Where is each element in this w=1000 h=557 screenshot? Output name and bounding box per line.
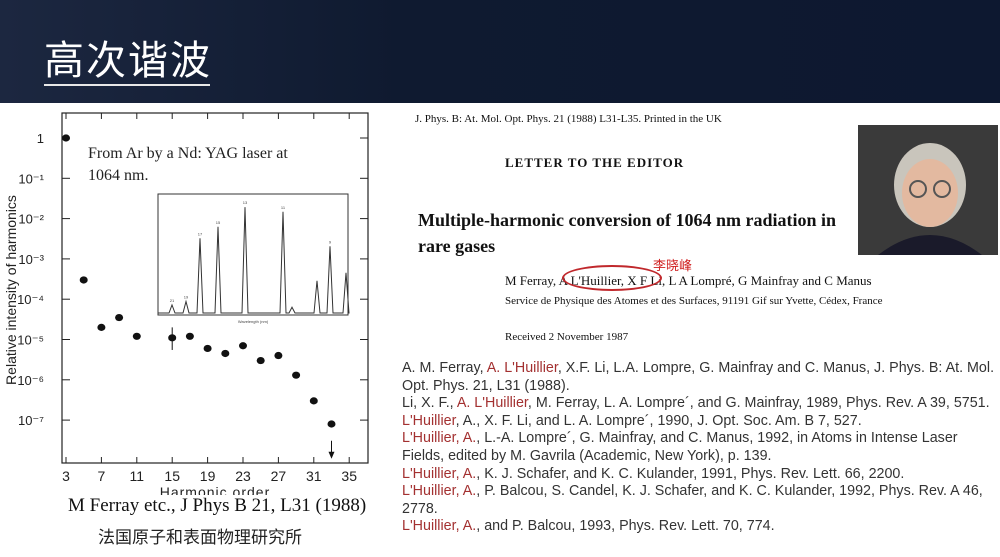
inset-peak-label: 21 <box>170 298 175 303</box>
reference-list: A. M. Ferray, A. L'Huillier, X.F. Li, L.… <box>402 360 1000 536</box>
x-tick-label: 31 <box>306 468 322 484</box>
y-axis-label: Relative intensity of harmonics <box>3 195 19 385</box>
inset-peak-label: 11 <box>281 205 286 210</box>
data-point <box>274 351 283 360</box>
highlighted-author: A. L'Huillier <box>486 360 558 376</box>
inset-frame <box>157 193 349 316</box>
reference-item: L'Huillier, A., P. Balcou, S. Candel, K.… <box>402 483 1000 518</box>
x-tick-label: 35 <box>341 468 357 484</box>
reference-text: , P. Balcou, S. Candel, K. J. Schafer, a… <box>402 483 983 517</box>
data-point <box>203 344 212 353</box>
reference-item: Li, X. F., A. L'Huillier, M. Ferray, L. … <box>402 395 1000 413</box>
data-point <box>79 276 88 284</box>
plot-frame <box>61 112 369 464</box>
inset-peak-label: 15 <box>216 220 221 225</box>
reference-item: L'Huillier, A., K. J. Schafer, and K. C.… <box>402 466 1000 484</box>
y-tick-label: 10⁻⁴ <box>17 292 44 307</box>
upper-limit-arrow <box>328 451 335 459</box>
y-tick-label: 10⁻² <box>18 212 44 227</box>
highlighted-author: L'Huillier, A. <box>402 430 477 447</box>
reference-text: , L.-A. Lompre´, G. Mainfray, and C. Man… <box>402 430 958 464</box>
title-underline <box>44 84 210 86</box>
paper-header: J. Phys. B: At. Mol. Opt. Phys. 21 (1988… <box>395 105 1000 355</box>
data-point <box>239 342 247 350</box>
reference-item: L'Huillier, A., L.-A. Lompre´, G. Mainfr… <box>402 430 1000 465</box>
harmonic-intensity-chart: 3 7 11 15 19 23 27 31 35 1 10⁻¹ 10⁻² 10⁻³ 10⁻⁴ 10⁻⁵ 10⁻… <box>3 112 369 495</box>
data-point <box>132 332 141 340</box>
author-portrait <box>858 125 998 255</box>
x-tick-label: 23 <box>235 468 251 484</box>
reference-text: , K. J. Schafer, and K. C. Kulander, 199… <box>476 465 905 482</box>
reference-text: Li, X. F., <box>402 395 457 412</box>
received-date: Received 2 November 1987 <box>505 331 629 343</box>
section-label: LETTER TO THE EDITOR <box>505 155 685 170</box>
paper-title: Multiple-harmonic conversion of 1064 nm … <box>418 210 836 256</box>
data-point <box>62 134 70 142</box>
institute-name: 法国原子和表面物理研究所 <box>98 528 302 548</box>
highlighted-author: L'Huillier, A. <box>402 483 477 500</box>
highlighted-author: A. L'Huillier <box>456 395 528 412</box>
annotation-name: 李晓峰 <box>653 259 693 274</box>
reference-item: L'Huillier, A., and P. Balcou, 1993, Phy… <box>402 518 1000 536</box>
reference-text: , A., X. F. Li, and L. A. Lompre´, 1990,… <box>455 412 862 429</box>
inset-peak-label: 17 <box>198 231 203 236</box>
slide-title: 高次谐波 <box>44 38 212 84</box>
y-tick-label: 10⁻⁶ <box>17 373 44 388</box>
author-highlight-circle <box>562 265 662 291</box>
y-tick-label: 10⁻¹ <box>18 171 44 186</box>
highlighted-author: L'Huillier, A. <box>402 518 477 535</box>
x-tick-label: 27 <box>271 468 287 484</box>
data-point <box>97 323 106 331</box>
journal-line: J. Phys. B: At. Mol. Opt. Phys. 21 (1988… <box>415 113 722 125</box>
reference-item: L'Huillier, A., X. F. Li, and L. A. Lomp… <box>402 413 1000 431</box>
data-point <box>185 332 194 340</box>
x-tick-label: 3 <box>62 468 70 484</box>
y-tick-label: 1 <box>37 131 44 146</box>
reference-text: A. M. Ferray, <box>402 360 487 376</box>
x-axis-label: Harmonic order <box>160 484 270 495</box>
inset-peak-label: 9 <box>329 239 332 244</box>
chart-annotation: 1064 nm. <box>88 167 148 184</box>
data-point <box>309 397 318 405</box>
reference-text: , M. Ferray, L. A. Lompre´, and G. Mainf… <box>527 395 990 412</box>
chart-caption: M Ferray etc., J Phys B 21, L31 (1988) <box>68 495 367 516</box>
data-point <box>327 420 336 428</box>
highlighted-author: L'Huillier <box>402 412 456 429</box>
inset-peak-label: 19 <box>184 295 189 300</box>
reference-item: A. M. Ferray, A. L'Huillier, X.F. Li, L.… <box>402 360 1000 395</box>
x-tick-label: 15 <box>164 468 180 484</box>
data-point <box>115 313 124 322</box>
inset-x-label: Wavelength (nm) <box>238 319 269 324</box>
data-point <box>256 356 265 365</box>
y-tick-label: 10⁻⁵ <box>17 333 44 348</box>
reference-text: , and P. Balcou, 1993, Phys. Rev. Lett. … <box>476 518 775 535</box>
x-tick-label: 19 <box>200 468 216 484</box>
data-point <box>292 371 301 379</box>
chart-annotation: From Ar by a Nd: YAG laser at <box>88 145 288 162</box>
inset-spectrum <box>158 207 350 314</box>
inset-peak-label: 13 <box>243 200 248 205</box>
paper-authors: M Ferray, A L'Huillier, X F Li, L A Lomp… <box>505 273 872 288</box>
x-tick-label: 11 <box>130 468 145 484</box>
affiliation: Service de Physique des Atomes et des Su… <box>505 295 883 307</box>
x-tick-label: 7 <box>98 468 106 484</box>
data-point <box>221 349 230 358</box>
y-tick-label: 10⁻³ <box>18 252 44 267</box>
reference-text: , X.F. Li, L.A. Lompre, G. Mainfray and … <box>402 360 995 394</box>
highlighted-author: L'Huillier, A. <box>402 465 477 482</box>
y-tick-label: 10⁻⁷ <box>18 413 44 428</box>
